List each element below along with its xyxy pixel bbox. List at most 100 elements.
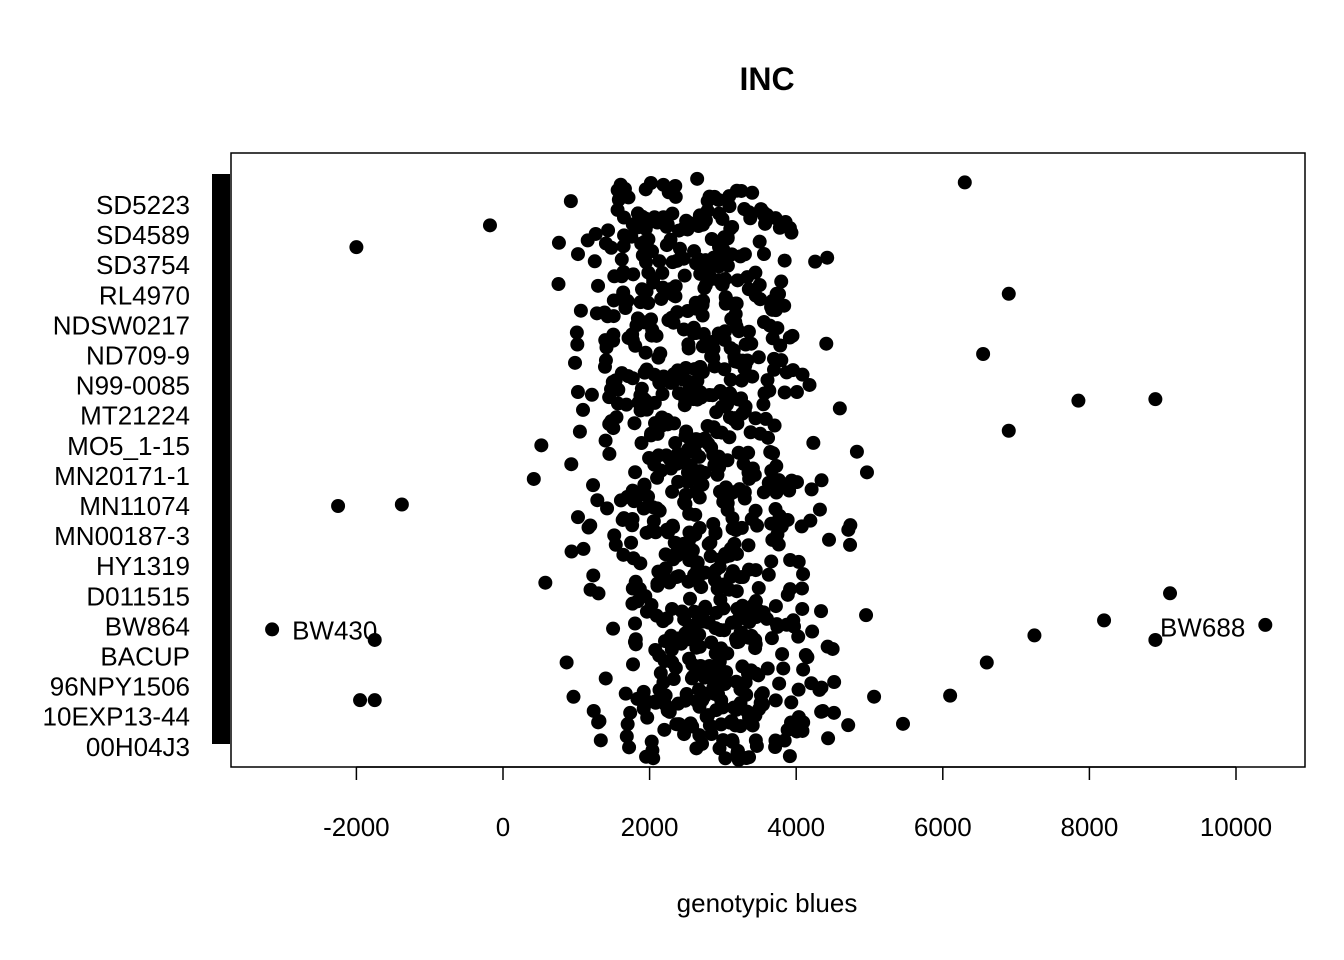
data-point xyxy=(367,693,382,708)
data-point xyxy=(538,575,553,590)
data-point xyxy=(748,411,763,426)
data-point xyxy=(616,239,631,254)
data-point xyxy=(716,242,731,257)
data-point xyxy=(683,591,698,606)
data-point xyxy=(534,438,549,453)
data-point xyxy=(751,350,766,365)
data-point xyxy=(634,282,649,297)
data-point xyxy=(822,532,837,547)
data-point xyxy=(265,622,280,637)
data-point xyxy=(826,705,841,720)
data-point xyxy=(832,401,847,416)
data-point xyxy=(638,345,653,360)
data-point xyxy=(655,265,670,280)
data-point xyxy=(692,627,707,642)
data-point xyxy=(616,547,631,562)
annotation-bw430: BW430 xyxy=(292,615,377,645)
data-point xyxy=(653,346,668,361)
data-point xyxy=(692,520,707,535)
data-point xyxy=(600,501,615,516)
data-point xyxy=(744,663,759,678)
data-point xyxy=(706,350,721,365)
data-point xyxy=(753,688,768,703)
data-point xyxy=(711,687,726,702)
data-point xyxy=(764,516,779,531)
y-tick-label: 10EXP13-44 xyxy=(43,702,190,732)
data-point xyxy=(695,604,710,619)
y-tick-label: MN00187-3 xyxy=(54,521,190,551)
data-point xyxy=(655,387,670,402)
data-point xyxy=(843,537,858,552)
data-point xyxy=(625,333,640,348)
x-tick-label: 6000 xyxy=(914,812,972,842)
data-point xyxy=(672,717,687,732)
data-point xyxy=(606,421,621,436)
data-point xyxy=(720,231,735,246)
data-point xyxy=(751,581,766,596)
data-point xyxy=(587,254,602,269)
data-point xyxy=(634,436,649,451)
data-point xyxy=(614,366,629,381)
data-point xyxy=(590,493,605,508)
y-tick-label: HY1319 xyxy=(96,551,190,581)
data-point xyxy=(741,538,756,553)
data-point xyxy=(367,632,382,647)
data-point xyxy=(734,520,749,535)
data-point xyxy=(682,506,697,521)
data-point xyxy=(690,171,705,186)
data-point xyxy=(696,661,711,676)
data-point xyxy=(604,240,619,255)
data-point xyxy=(805,624,820,639)
data-point xyxy=(645,500,660,515)
data-point xyxy=(776,661,791,676)
data-point xyxy=(737,485,752,500)
data-point xyxy=(586,568,601,583)
data-point xyxy=(814,473,829,488)
data-point xyxy=(624,535,639,550)
data-point xyxy=(712,206,727,221)
data-point xyxy=(767,418,782,433)
data-point xyxy=(729,183,744,198)
data-point xyxy=(645,244,660,259)
data-point xyxy=(812,682,827,697)
data-point xyxy=(681,534,696,549)
data-point xyxy=(717,332,732,347)
data-point xyxy=(598,671,613,686)
data-point xyxy=(729,584,744,599)
data-point xyxy=(756,247,771,262)
data-point xyxy=(843,518,858,533)
data-point xyxy=(1258,617,1273,632)
data-point xyxy=(619,729,634,744)
data-point xyxy=(646,751,661,766)
data-point xyxy=(586,478,601,493)
data-point xyxy=(563,194,578,209)
data-point xyxy=(680,304,695,319)
data-point xyxy=(644,312,659,327)
data-point xyxy=(641,232,656,247)
data-point xyxy=(570,510,585,525)
x-tick-label: 8000 xyxy=(1060,812,1118,842)
data-point xyxy=(702,388,717,403)
data-point xyxy=(687,244,702,259)
data-point xyxy=(695,308,710,323)
data-point xyxy=(637,365,652,380)
data-point xyxy=(568,355,583,370)
data-point xyxy=(745,369,760,384)
data-point xyxy=(820,639,835,654)
data-point xyxy=(650,420,665,435)
data-point xyxy=(606,621,621,636)
annotation-bw688: BW688 xyxy=(1160,612,1245,642)
y-axis-strip xyxy=(212,174,230,744)
y-tick-label: MO5_1-15 xyxy=(67,431,190,461)
data-point xyxy=(766,351,781,366)
data-point xyxy=(613,291,628,306)
data-point xyxy=(784,715,799,730)
data-point xyxy=(722,430,737,445)
data-point xyxy=(663,232,678,247)
y-tick-label: SD5223 xyxy=(96,190,190,220)
data-point xyxy=(569,325,584,340)
data-point xyxy=(795,367,810,382)
y-tick-label: MT21224 xyxy=(80,401,190,431)
data-point xyxy=(584,387,599,402)
data-point xyxy=(608,537,623,552)
